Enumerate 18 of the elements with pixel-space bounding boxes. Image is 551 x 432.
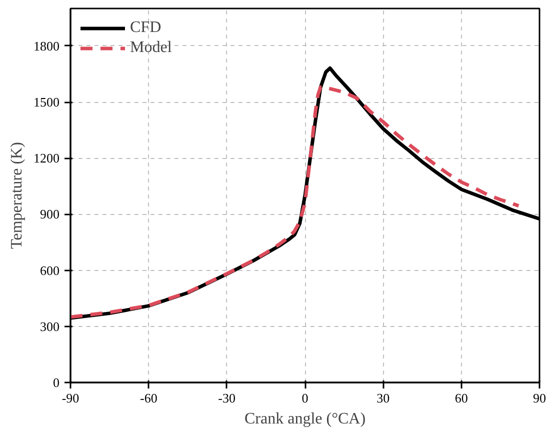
x-tick-label: -90 bbox=[62, 390, 80, 406]
legend-label: CFD bbox=[130, 19, 162, 37]
y-tick-label: 1200 bbox=[34, 150, 60, 166]
y-tick-label: 600 bbox=[40, 262, 60, 278]
y-tick-label: 0 bbox=[53, 375, 60, 390]
y-tick-label: 300 bbox=[40, 318, 60, 334]
y-axis-title: Temperature (K) bbox=[8, 142, 26, 249]
x-tick-label: 60 bbox=[454, 390, 468, 406]
x-tick-label: 0 bbox=[302, 390, 308, 406]
x-tick-label: -30 bbox=[218, 390, 236, 406]
y-tick-label: 1800 bbox=[34, 38, 60, 54]
x-axis-title: Crank angle (°CA) bbox=[244, 410, 366, 428]
x-tick-label: -60 bbox=[140, 390, 158, 406]
legend-label: Model bbox=[130, 39, 172, 57]
x-tick-label: 30 bbox=[376, 390, 390, 406]
y-tick-label: 1500 bbox=[34, 94, 60, 110]
y-tick-label: 900 bbox=[40, 206, 60, 222]
x-tick-label: 90 bbox=[533, 390, 546, 406]
